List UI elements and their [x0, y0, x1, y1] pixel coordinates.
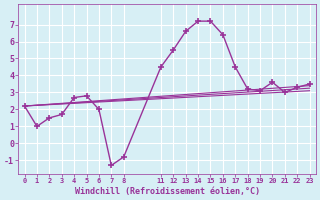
X-axis label: Windchill (Refroidissement éolien,°C): Windchill (Refroidissement éolien,°C): [75, 187, 260, 196]
